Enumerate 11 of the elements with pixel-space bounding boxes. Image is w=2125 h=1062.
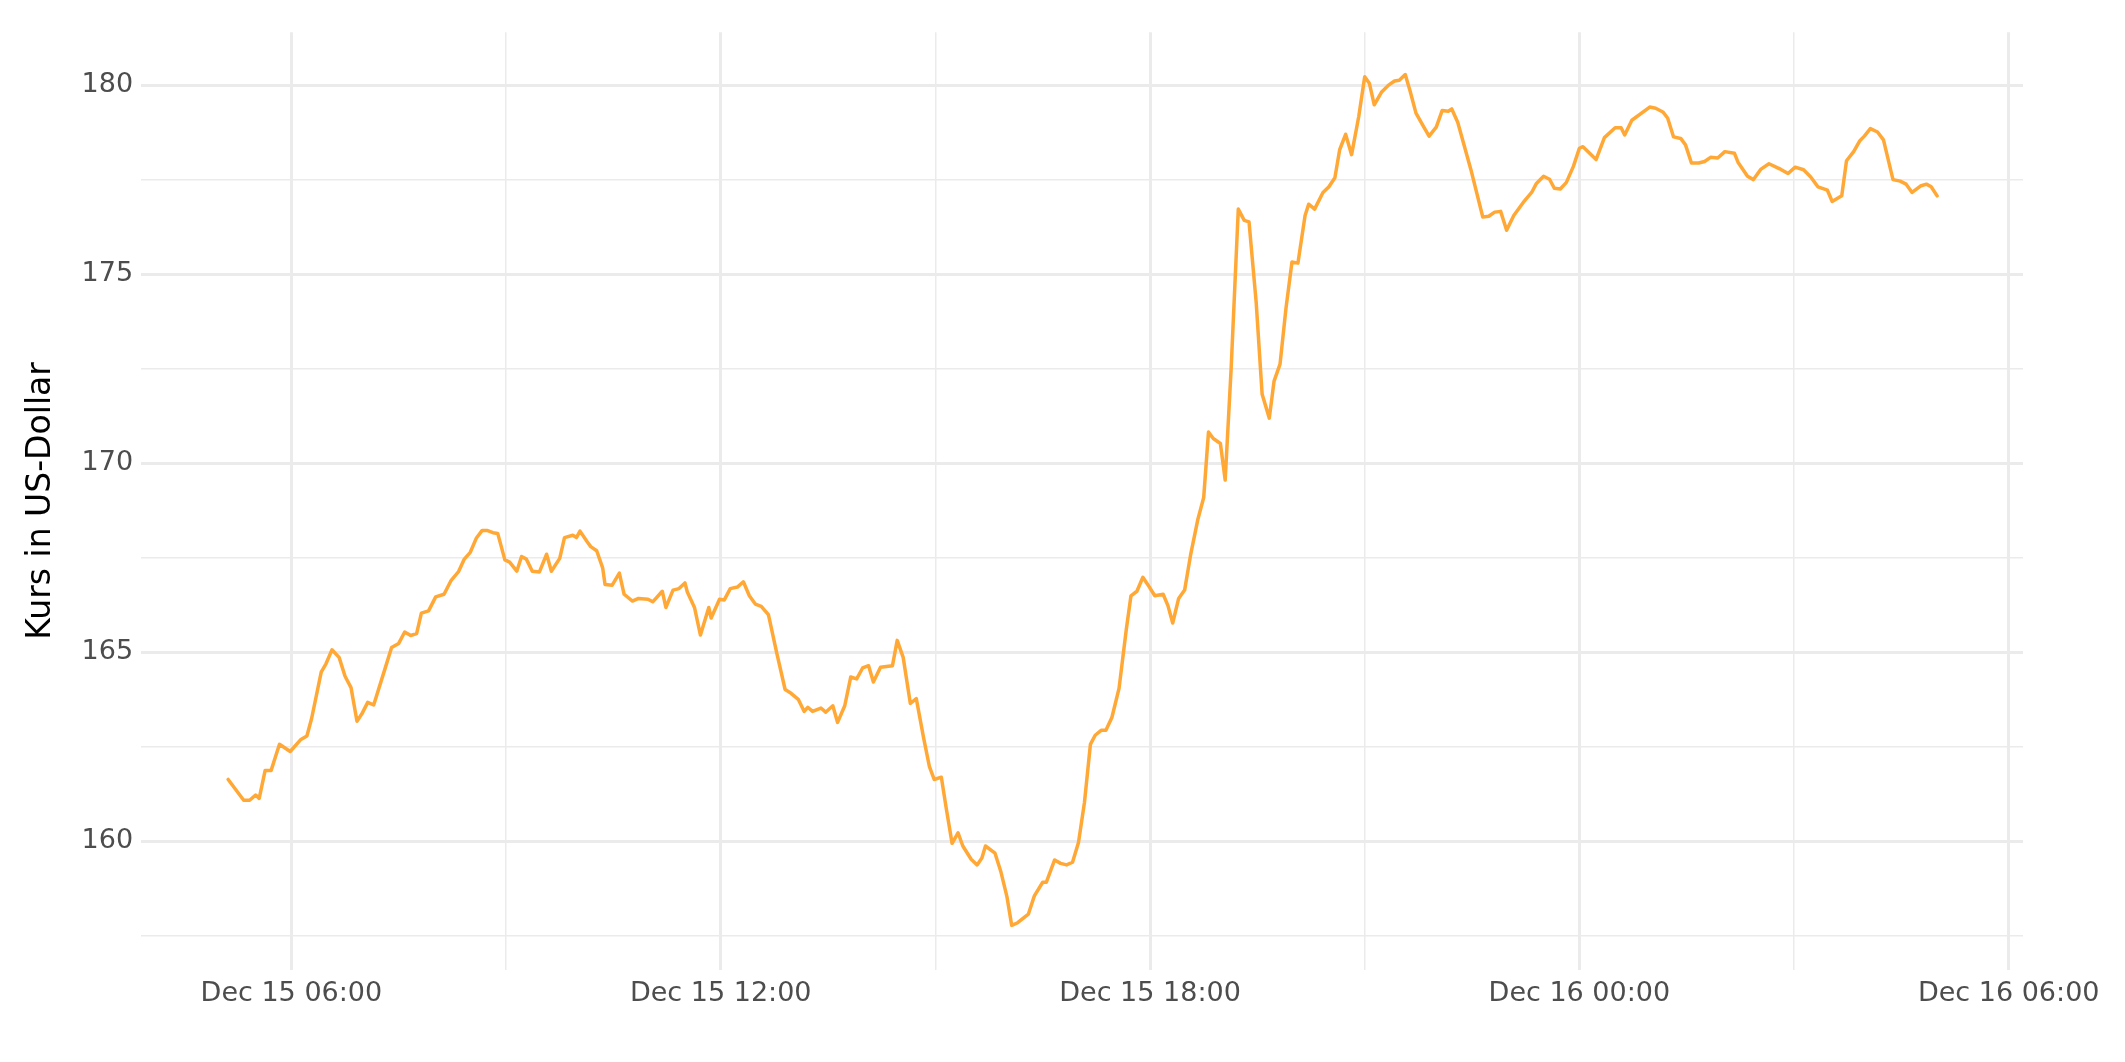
- x-tick-label: Dec 15 12:00: [629, 975, 812, 1007]
- x-tick-label: Dec 16 00:00: [1488, 975, 1671, 1007]
- y-tick-label: 180: [81, 67, 134, 99]
- y-tick-label: 160: [81, 823, 134, 855]
- y-axis-title: Kurs in US-Dollar: [19, 361, 59, 640]
- x-tick-label: Dec 16 06:00: [1917, 975, 2100, 1007]
- y-tick-label: 175: [81, 256, 134, 288]
- x-tick-label: Dec 15 06:00: [200, 975, 383, 1007]
- y-tick-label: 170: [81, 445, 134, 477]
- x-tick-label: Dec 15 18:00: [1059, 975, 1241, 1007]
- y-tick-label: 165: [81, 634, 134, 666]
